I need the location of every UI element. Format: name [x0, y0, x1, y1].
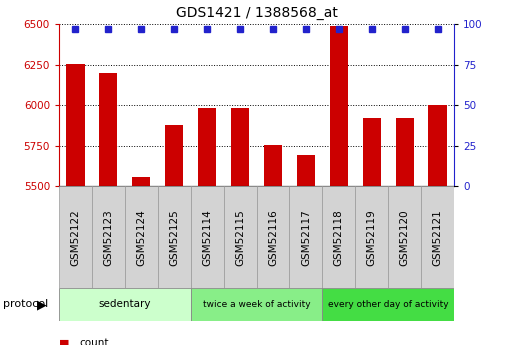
Bar — [330, 26, 348, 186]
Text: GSM52114: GSM52114 — [202, 209, 212, 266]
Text: every other day of activity: every other day of activity — [328, 300, 448, 309]
Text: protocol: protocol — [3, 299, 48, 309]
Bar — [421, 186, 454, 288]
Bar — [125, 186, 158, 288]
Bar — [264, 145, 282, 186]
Text: GSM52115: GSM52115 — [235, 209, 245, 266]
Bar — [396, 118, 413, 186]
Bar — [322, 288, 454, 321]
Bar — [59, 186, 92, 288]
Text: twice a week of activity: twice a week of activity — [203, 300, 310, 309]
Bar — [59, 288, 191, 321]
Bar — [191, 186, 224, 288]
Text: sedentary: sedentary — [98, 299, 151, 309]
Text: count: count — [80, 338, 109, 345]
Bar — [256, 186, 289, 288]
Text: ▶: ▶ — [37, 298, 47, 311]
Text: GSM52119: GSM52119 — [367, 209, 377, 266]
Text: GSM52124: GSM52124 — [136, 209, 146, 266]
Bar — [132, 177, 150, 186]
Bar — [158, 186, 191, 288]
Bar — [355, 186, 388, 288]
Text: GSM52125: GSM52125 — [169, 209, 179, 266]
Bar — [388, 186, 421, 288]
Text: GSM52121: GSM52121 — [432, 209, 443, 266]
Bar — [191, 288, 322, 321]
Bar — [92, 186, 125, 288]
Text: GSM52116: GSM52116 — [268, 209, 278, 266]
Text: GSM52122: GSM52122 — [70, 209, 81, 266]
Text: ■: ■ — [59, 338, 69, 345]
Bar — [428, 105, 447, 186]
Bar — [198, 108, 216, 186]
Bar — [224, 186, 256, 288]
Bar — [231, 108, 249, 186]
Text: GSM52117: GSM52117 — [301, 209, 311, 266]
Bar — [297, 155, 315, 186]
Bar — [165, 126, 183, 186]
Bar — [363, 118, 381, 186]
Text: GSM52118: GSM52118 — [334, 209, 344, 266]
Bar — [66, 64, 85, 186]
Bar — [100, 73, 117, 186]
Title: GDS1421 / 1388568_at: GDS1421 / 1388568_at — [175, 6, 338, 20]
Bar — [322, 186, 355, 288]
Text: GSM52120: GSM52120 — [400, 209, 409, 266]
Text: GSM52123: GSM52123 — [104, 209, 113, 266]
Bar — [289, 186, 322, 288]
